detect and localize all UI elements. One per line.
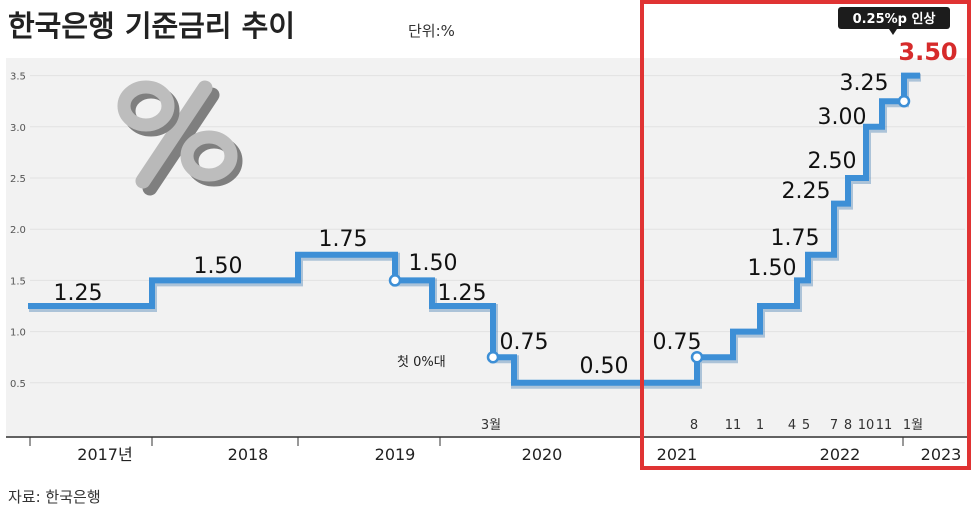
data-label: 1.50 [409,251,458,276]
point-marker [388,274,402,287]
year-label: 2017년 [77,445,132,464]
y-tick-label: 3.5 [10,72,26,83]
highlight-frame-2021-2023 [640,0,971,470]
year-label: 2022 [820,445,861,464]
month-label: 8 [844,418,852,433]
month-label: 8 [690,418,698,433]
year-label: 2018 [228,445,269,464]
y-axis-ticks: 0.5 1.0 1.5 2.0 2.5 3.0 3.5 [10,72,26,390]
month-label: 7 [830,418,838,433]
month-label: 10 [858,418,875,433]
point-marker [690,350,704,364]
month-label: 11 [725,418,742,433]
unit-label: 단위:% [408,22,455,40]
month-label: 4 [788,418,796,433]
month-label: 11 [876,418,893,433]
data-label: 1.50 [748,256,797,281]
data-label: 3.25 [840,71,889,96]
point-marker [897,94,911,108]
data-label: 0.75 [500,330,549,355]
year-label: 2021 [657,445,698,464]
data-labels: 1.25 1.50 1.75 1.50 1.25 0.75 0.50 0.75 1.50 1.75… [54,38,958,379]
year-label: 2023 [921,445,962,464]
point-marker [486,350,500,364]
increase-badge: 0.25%p 인상 [838,7,950,35]
data-label: 0.50 [580,354,629,379]
data-label-highlight: 3.50 [898,38,957,66]
year-label: 2019 [375,445,416,464]
rate-line [28,72,920,386]
x-axis-months: 3월 8 11 1 4 5 7 8 10 11 1월 [481,418,923,433]
badge-background [838,7,950,29]
data-label: 1.75 [319,227,368,252]
x-axis-years: 2017년 2018 2019 2020 2021 2022 2023 [6,436,968,464]
data-label: 0.75 [653,330,702,355]
month-label: 5 [802,418,810,433]
data-label: 1.25 [438,281,487,306]
badge-text: 0.25%p 인상 [853,11,936,27]
chart-title: 한국은행 기준금리 추이 [8,9,295,43]
month-label: 1 [756,418,764,433]
annotation-first-zero-percent: 첫 0%대 [397,355,446,370]
data-label: 1.25 [54,281,103,306]
data-label: 3.00 [818,105,867,130]
data-label: 2.50 [808,149,857,174]
data-label: 1.75 [771,226,820,251]
year-label: 2020 [522,445,563,464]
rate-series [28,72,921,389]
y-tick-label: 1.5 [10,276,26,287]
y-tick-label: 2.5 [10,174,26,185]
data-label: 2.25 [782,179,831,204]
data-label: 1.50 [194,254,243,279]
month-label: 1월 [903,418,923,433]
y-tick-label: 0.5 [10,379,26,390]
source-note: 자료: 한국은행 [8,488,101,506]
y-tick-label: 2.0 [10,225,26,236]
y-tick-label: 3.0 [10,123,26,134]
month-label: 3월 [481,418,501,433]
badge-pointer [889,29,897,35]
percent-icon [117,80,243,196]
point-markers [388,94,911,364]
y-tick-label: 1.0 [10,328,26,339]
